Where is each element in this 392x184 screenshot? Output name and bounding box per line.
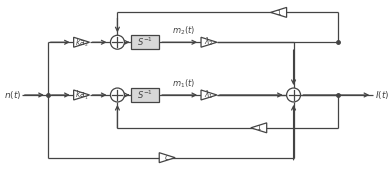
Text: $c$: $c$ [164,153,170,162]
Text: $m_1(t)$: $m_1(t)$ [172,77,196,90]
Polygon shape [201,90,217,100]
Text: $ka$: $ka$ [75,89,86,100]
Polygon shape [201,37,217,47]
Text: $n(t)$: $n(t)$ [4,89,22,101]
Polygon shape [74,37,89,47]
Text: $\lambda_2$: $\lambda_2$ [204,36,214,49]
Polygon shape [159,153,175,163]
Text: $1$: $1$ [276,8,281,17]
Text: $I(t)$: $I(t)$ [375,89,390,101]
Text: $_2$: $_2$ [84,42,89,49]
Circle shape [287,88,301,102]
Text: $m_2(t)$: $m_2(t)$ [172,25,196,37]
Text: $ka$: $ka$ [75,36,86,47]
Polygon shape [271,7,287,17]
Text: $_1$: $_1$ [84,94,89,102]
Text: $S^{-1}$: $S^{-1}$ [137,36,153,48]
Polygon shape [74,90,89,100]
Text: $1$: $1$ [256,123,261,132]
Circle shape [111,35,124,49]
Bar [131,88,159,102]
Text: $\lambda_1$: $\lambda_1$ [204,89,214,101]
Polygon shape [251,123,267,133]
Circle shape [111,88,124,102]
Text: $S^{-1}$: $S^{-1}$ [137,89,153,101]
Bar [131,35,159,49]
